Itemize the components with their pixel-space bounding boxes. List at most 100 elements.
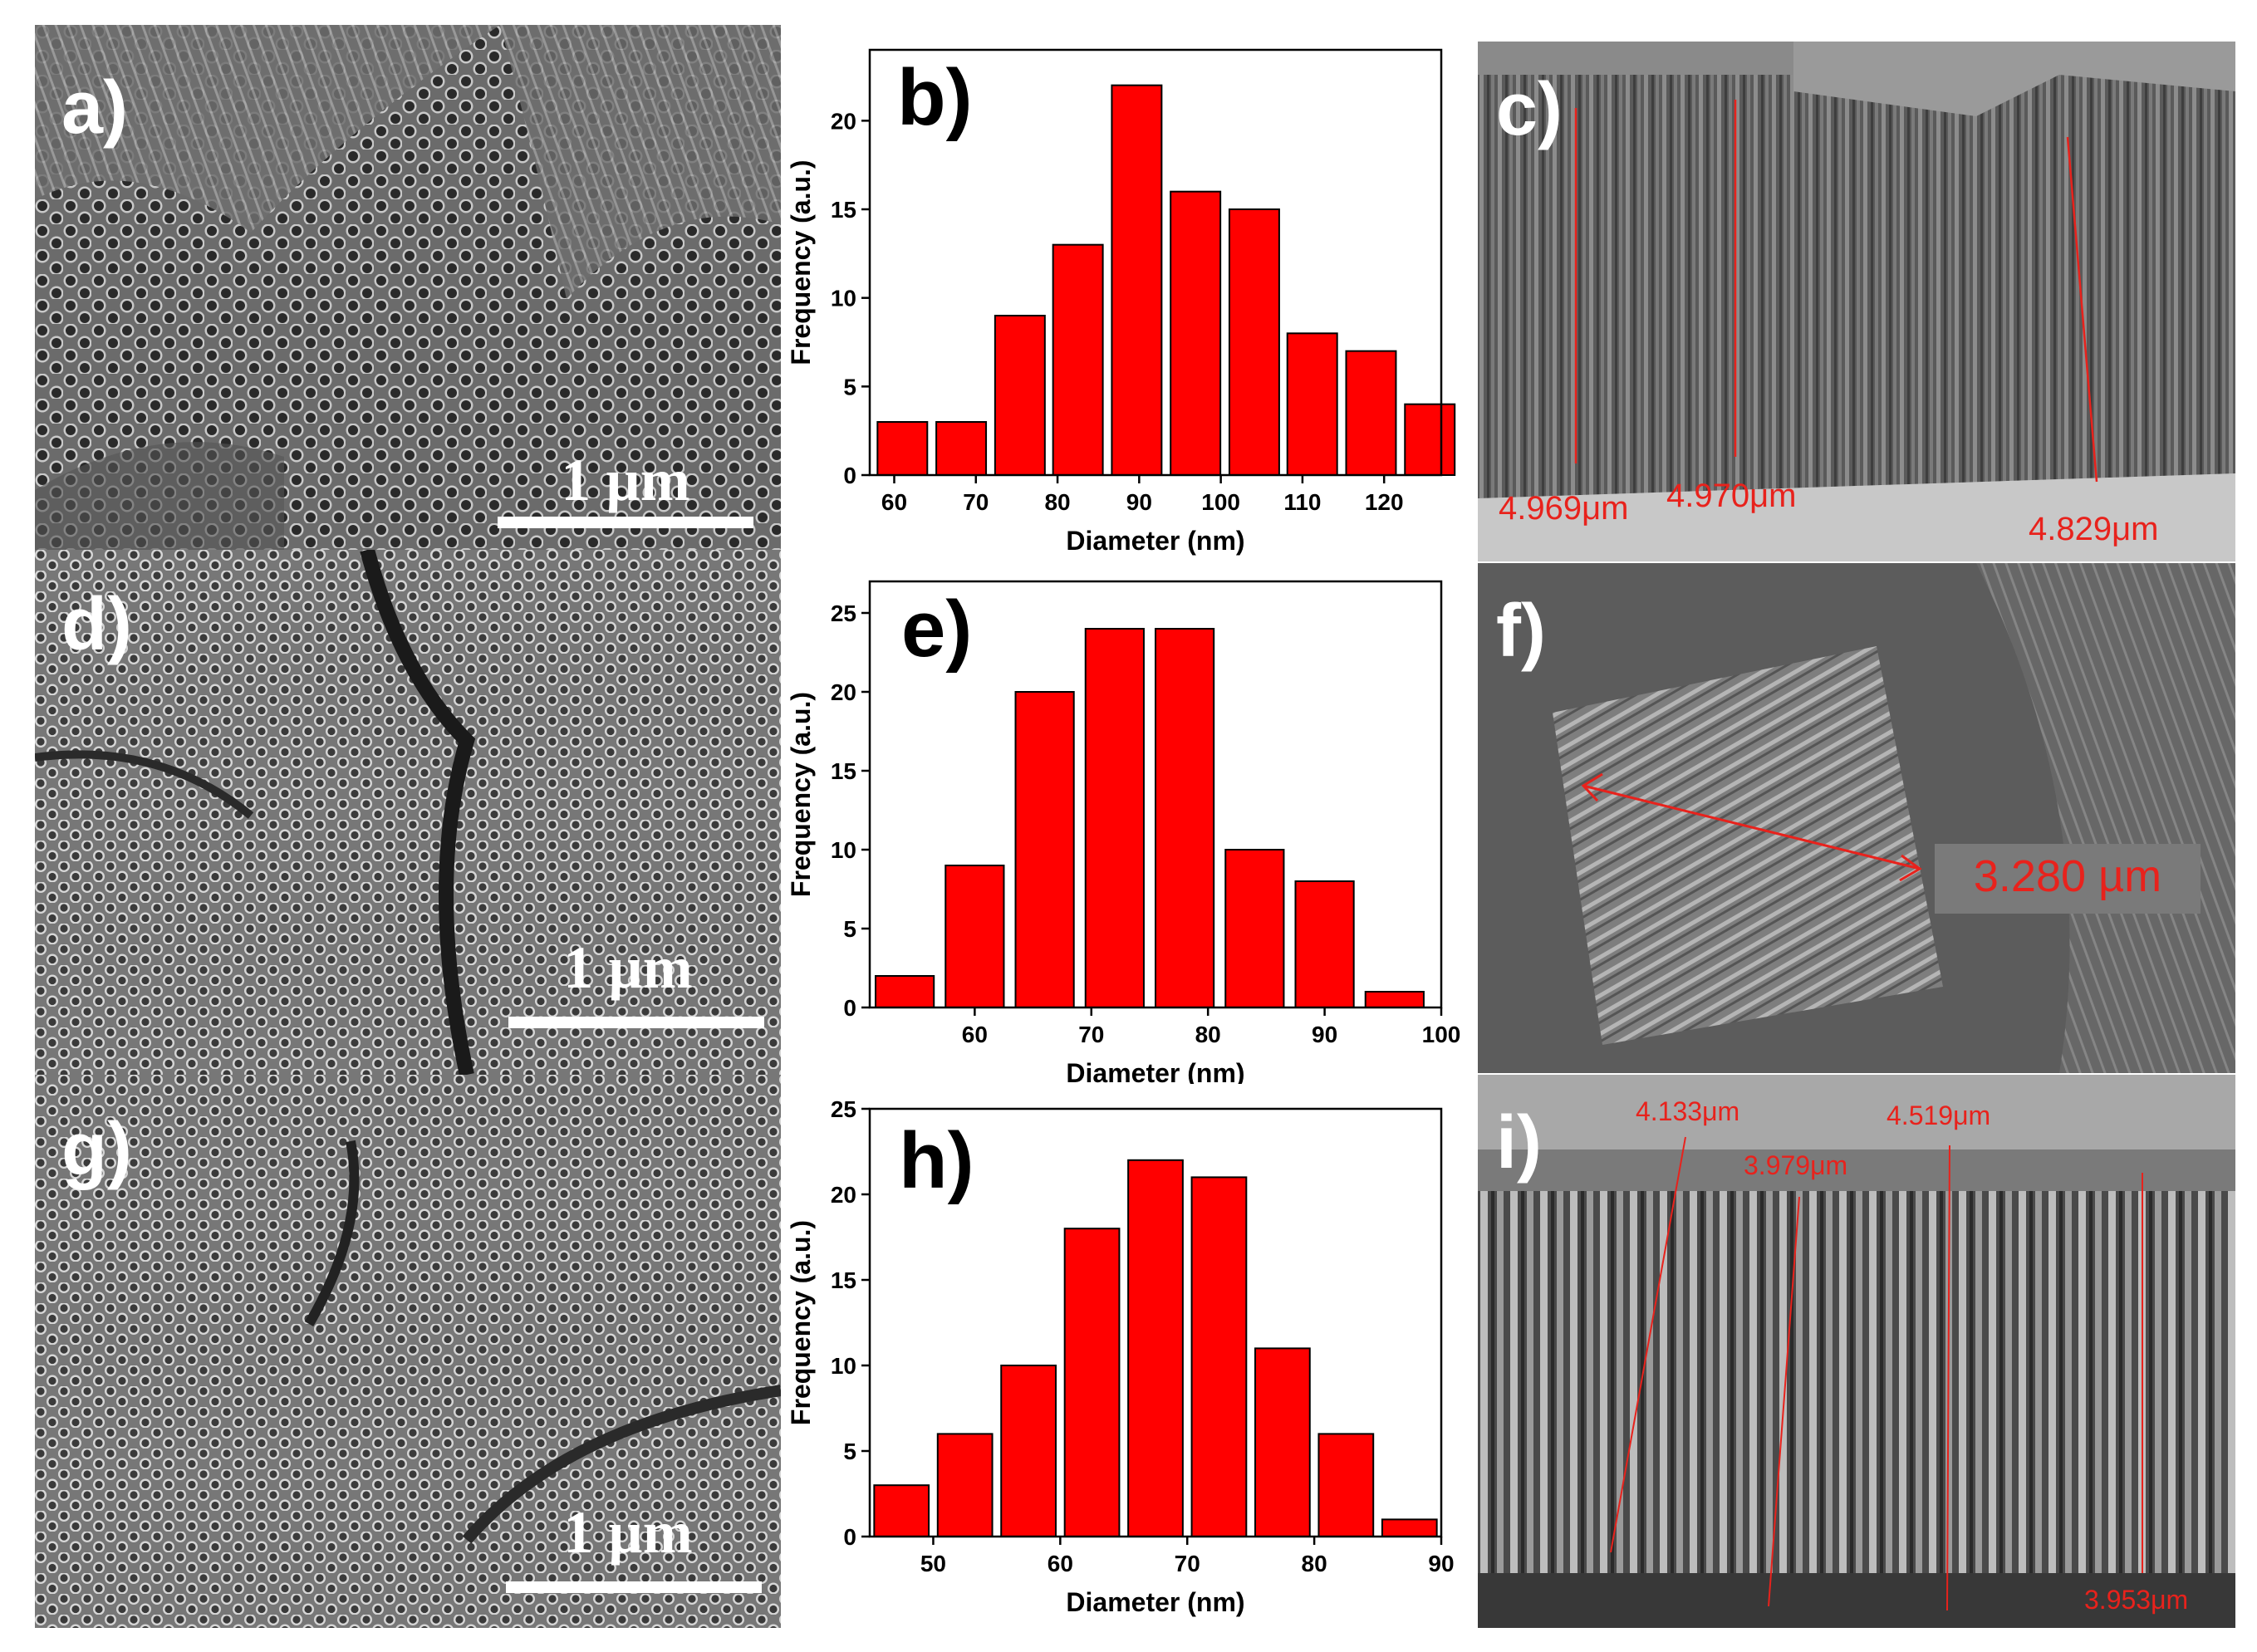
y-tick-label-b-3: 15 [831, 197, 856, 223]
x-tick-label-e-3: 90 [1312, 1022, 1337, 1047]
x-tick-label-b-6: 120 [1365, 489, 1404, 515]
bar-h-5 [1190, 1176, 1248, 1538]
x-tick-label-b-5: 110 [1283, 489, 1321, 515]
panel-label-a: a) [61, 66, 128, 150]
y-tick-label-b-2: 10 [831, 286, 856, 311]
sem-image-a: a) 1 µm [35, 25, 781, 550]
x-tick-label-b-3: 90 [1126, 489, 1152, 515]
x-tick-label-h-2: 70 [1175, 1551, 1200, 1576]
x-axis-label-e: Diameter (nm) [1066, 1058, 1244, 1084]
sem-image-i: 4.133μm 3.979μm 4.519μm 3.953μm i) [1478, 1075, 2235, 1628]
panel-label-f: f) [1496, 590, 1546, 673]
y-tick-label-b-1: 5 [843, 374, 856, 400]
measurement-label-i-4: 3.953μm [2084, 1585, 2188, 1615]
x-tick-label-h-1: 60 [1048, 1551, 1073, 1576]
panel-label-c: c) [1496, 68, 1563, 151]
sem-image-f: 3.280 µm f) [1478, 563, 2235, 1073]
bar-e-7 [1364, 991, 1425, 1008]
plot-e: 60 70 80 90 100 0 5 10 15 20 25 Diameter (nm) Freque… [786, 580, 1461, 1084]
bar-h-4 [1127, 1159, 1184, 1538]
bar-b-6 [1228, 208, 1280, 476]
measurement-label-c-3: 4.829μm [2029, 511, 2158, 547]
x-tick-label-h-4: 90 [1428, 1551, 1454, 1576]
x-tick-label-e-1: 70 [1078, 1022, 1104, 1047]
scale-bar-d [508, 1017, 764, 1028]
histogram-h: 50 60 70 80 90 0 5 10 15 20 25 Diameter (nm) Frequen… [785, 1084, 1474, 1632]
sem-image-c: 4.969μm 4.970μm 4.829μm c) [1478, 42, 2235, 561]
scale-bar-label-g: 1 µm [563, 1499, 692, 1566]
y-tick-label-b-4: 20 [831, 108, 856, 134]
panel-label-b: b) [897, 53, 973, 142]
nanotube-bundle [1553, 646, 1943, 1045]
y-tick-label-h-0: 0 [843, 1524, 856, 1550]
bar-h-8 [1381, 1518, 1438, 1538]
bar-e-1 [945, 865, 1005, 1008]
y-tick-label-e-1: 5 [843, 916, 856, 942]
bar-b-9 [1404, 403, 1456, 476]
x-tick-label-e-4: 100 [1422, 1022, 1461, 1047]
bar-b-0 [876, 421, 929, 476]
measurement-arrow-f [1581, 772, 1922, 882]
bar-b-1 [935, 421, 988, 476]
x-tick-label-b-4: 100 [1201, 489, 1240, 515]
bar-b-3 [1052, 243, 1104, 477]
bar-h-6 [1254, 1347, 1311, 1537]
x-tick-label-e-0: 60 [962, 1022, 988, 1047]
bar-e-2 [1014, 691, 1075, 1008]
measurement-label-i-1: 4.133μm [1636, 1096, 1739, 1126]
scale-bar-label-d: 1 µm [563, 934, 692, 1001]
bar-h-7 [1317, 1433, 1375, 1537]
scale-bar-a [498, 517, 753, 528]
panel-label-i: i) [1496, 1101, 1542, 1184]
y-tick-label-b-0: 0 [843, 463, 856, 488]
y-tick-label-h-1: 5 [843, 1439, 856, 1464]
bar-e-5 [1224, 849, 1285, 1008]
measurement-lines-c [1574, 100, 2098, 483]
plot-frame-e [868, 580, 1443, 1009]
x-tick-label-b-2: 80 [1044, 489, 1070, 515]
bar-h-0 [873, 1484, 930, 1538]
sem-image-g: g) 1 µm [35, 1075, 781, 1628]
y-tick-label-h-3: 15 [831, 1267, 856, 1293]
plot-b: 60 70 80 90 100 110 120 0 5 10 15 20 Diameter (nm) Fr… [786, 48, 1456, 556]
y-tick-label-e-0: 0 [843, 995, 856, 1021]
x-tick-label-b-0: 60 [881, 489, 907, 515]
y-axis-label-b: Frequency (a.u.) [786, 159, 816, 365]
x-tick-label-b-1: 70 [963, 489, 989, 515]
scale-bar-label-a: 1 µm [561, 447, 689, 513]
panel-label-h: h) [899, 1116, 974, 1205]
bar-b-2 [994, 315, 1046, 476]
y-tick-label-e-2: 10 [831, 837, 856, 863]
histogram-e: 60 70 80 90 100 0 5 10 15 20 25 Diameter (nm) Freque… [785, 565, 1474, 1084]
bar-e-3 [1084, 628, 1145, 1008]
y-tick-label-h-4: 20 [831, 1182, 856, 1208]
bar-e-6 [1294, 880, 1355, 1008]
sem-image-d: d) 1 µm [35, 550, 781, 1075]
y-axis-label-h: Frequency (a.u.) [786, 1220, 816, 1425]
y-tick-label-e-5: 25 [831, 601, 856, 626]
measurement-label-c-1: 4.969μm [1499, 490, 1628, 527]
y-tick-label-e-3: 15 [831, 758, 856, 784]
bar-b-8 [1345, 350, 1397, 476]
measurement-label-f: 3.280 µm [1974, 851, 2161, 901]
measurement-label-i-3: 4.519μm [1887, 1101, 1990, 1130]
x-axis-label-h: Diameter (nm) [1066, 1587, 1244, 1617]
y-tick-label-h-2: 10 [831, 1353, 856, 1379]
y-tick-label-e-4: 20 [831, 679, 856, 705]
x-tick-label-e-2: 80 [1195, 1022, 1221, 1047]
y-axis-label-e: Frequency (a.u.) [786, 692, 816, 897]
measurement-lines-i [1610, 1136, 2143, 1611]
histogram-b: 60 70 80 90 100 110 120 0 5 10 15 20 Diameter (nm) Fr… [785, 33, 1474, 565]
y-tick-label-h-5: 25 [831, 1096, 856, 1122]
plot-frame-b [868, 48, 1443, 477]
measurement-box-f [1935, 844, 2201, 914]
bar-b-5 [1170, 190, 1222, 477]
bar-h-1 [936, 1433, 994, 1537]
plot-h: 50 60 70 80 90 0 5 10 15 20 25 Diameter (nm) Frequen… [786, 1096, 1455, 1617]
bar-e-0 [875, 975, 935, 1008]
bar-h-2 [1000, 1365, 1057, 1537]
x-tick-label-h-0: 50 [920, 1551, 946, 1576]
measurement-label-c-2: 4.970μm [1666, 478, 1796, 514]
bar-e-4 [1155, 628, 1215, 1008]
panel-label-d: d) [61, 583, 132, 666]
